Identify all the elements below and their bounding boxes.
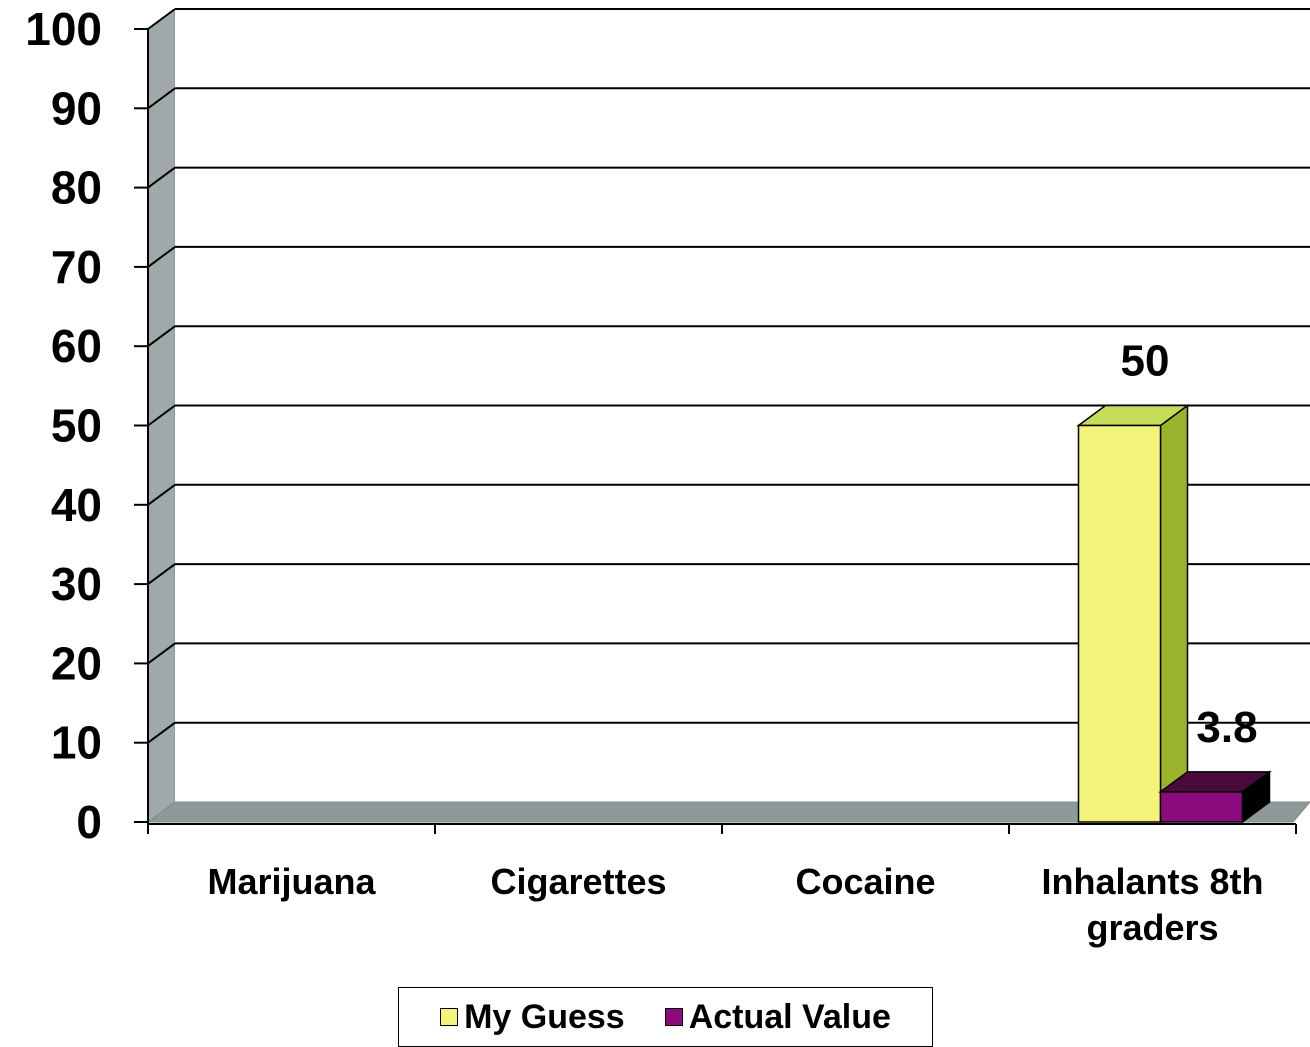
- legend: My Guess Actual Value: [398, 987, 933, 1047]
- category-labels: Marijuana Cigarettes Cocaine Inhalants 8th g…: [207, 861, 1263, 948]
- gridline-diagonal-90: [147, 87, 176, 110]
- bar-front-actual-value: [1159, 791, 1244, 823]
- legend-item-actual-value: Actual Value: [664, 997, 891, 1037]
- floor: [146, 801, 1310, 823]
- y-tick-label-80: 80: [51, 162, 102, 214]
- gridline-60: [147, 325, 1310, 348]
- bars: [1076, 404, 1272, 824]
- y-tick-label-70: 70: [51, 241, 102, 293]
- legend-item-my-guess: My Guess: [440, 998, 625, 1037]
- y-tick-label-100: 100: [25, 3, 102, 55]
- y-tick-label-10: 10: [51, 717, 102, 769]
- gridline-70: [147, 245, 1310, 268]
- legend-label-my-guess: My Guess: [464, 997, 625, 1036]
- y-tick-label-30: 30: [51, 558, 102, 610]
- gridline-diagonal-100: [147, 8, 176, 30]
- legend-swatch-my-guess: [440, 1008, 459, 1026]
- category-label-inhalants-8th-graders: Inhalants 8th graders: [1041, 861, 1263, 948]
- gridline-100: [147, 8, 1310, 30]
- gridline-diagonal-10: [147, 721, 176, 744]
- gridline-80: [147, 166, 1310, 189]
- gridline-diagonal-20: [147, 642, 176, 665]
- y-tick-labels: 0 10 20 30 40 50 60 70 80 90 100: [25, 3, 102, 848]
- gridline-diagonal-70: [147, 246, 176, 268]
- y-tick-label-40: 40: [51, 479, 102, 531]
- data-labels: 503.8: [1121, 337, 1258, 752]
- gridline-90: [147, 87, 1310, 110]
- y-tick-label-0: 0: [76, 796, 102, 848]
- axes: [134, 28, 1297, 834]
- gridline-diagonal-80: [147, 166, 176, 189]
- data-label-my-guess-inhalants-8th-graders: 50: [1121, 337, 1170, 386]
- gridline-diagonal-40: [147, 483, 176, 506]
- legend-label-actual-value: Actual Value: [688, 997, 891, 1036]
- gridline-diagonal-50: [147, 404, 176, 427]
- category-label-marijuana: Marijuana: [207, 861, 376, 902]
- y-tick-label-90: 90: [51, 82, 102, 134]
- legend-swatch-actual-value: [664, 1008, 683, 1026]
- category-label-cigarettes: Cigarettes: [490, 861, 666, 902]
- bar-side-my-guess: [1159, 404, 1189, 824]
- data-label-actual-value-inhalants-8th-graders: 3.8: [1196, 703, 1257, 752]
- y-tick-label-60: 60: [51, 320, 102, 372]
- gridline-diagonal-60: [147, 325, 176, 348]
- bar-actual-value-inhalants-8th-graders: [1158, 770, 1272, 824]
- bar-my-guess-inhalants-8th-graders: [1076, 404, 1190, 824]
- gridline-diagonal-30: [147, 563, 176, 585]
- y-tick-label-50: 50: [51, 400, 102, 452]
- bar-front-my-guess: [1077, 424, 1162, 823]
- y-tick-label-20: 20: [51, 637, 102, 689]
- category-label-cocaine: Cocaine: [795, 861, 935, 902]
